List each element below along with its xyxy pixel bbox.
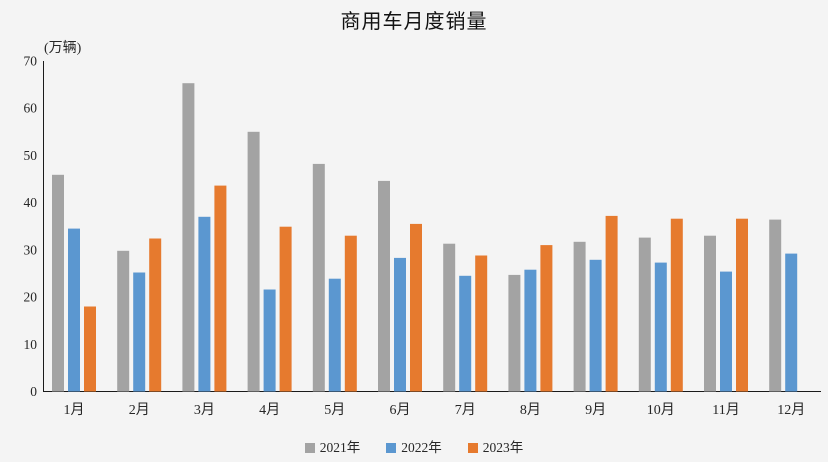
x-axis-tick-label: 4月: [259, 402, 280, 418]
y-axis-tick-label: 30: [24, 242, 38, 257]
bar-2021年-2月: [117, 250, 130, 392]
bar-2021年-11月: [704, 235, 716, 392]
legend-item-2022年: 2022年: [386, 440, 442, 456]
bar-2022年-10月: [654, 262, 667, 392]
bar-2022年-12月: [785, 253, 798, 392]
bar-2021年-10月: [638, 237, 651, 392]
bar-2021年-4月: [247, 131, 260, 392]
y-axis-tick-label: 50: [24, 148, 38, 163]
bar-2022年-5月: [328, 278, 341, 392]
bar-2021年-7月: [443, 243, 456, 392]
x-axis-tick-label: 2月: [129, 402, 150, 418]
y-axis-tick-label: 10: [24, 337, 38, 352]
x-axis-tick-label: 5月: [324, 402, 345, 418]
bar-2022年-6月: [394, 257, 406, 392]
bar-2021年-5月: [312, 163, 325, 392]
bar-2022年-4月: [263, 289, 276, 392]
x-axis-tick-label: 12月: [777, 402, 805, 418]
x-axis-tick-label: 3月: [194, 402, 215, 418]
bar-2022年-11月: [720, 271, 732, 392]
bar-2023年-3月: [214, 185, 227, 392]
x-axis-tick-label: 1月: [64, 402, 85, 418]
bar-2023年-10月: [670, 218, 683, 392]
legend-label: 2022年: [401, 440, 442, 455]
bar-2022年-1月: [68, 228, 80, 392]
legend-swatch-icon: [386, 443, 397, 453]
bar-2023年-9月: [605, 215, 618, 392]
bar-2022年-3月: [198, 216, 211, 392]
bar-2023年-5月: [344, 235, 357, 392]
bar-2022年-9月: [589, 259, 602, 392]
x-axis-tick-label: 10月: [647, 402, 675, 418]
bar-2022年-8月: [524, 269, 537, 392]
legend-item-2021年: 2021年: [304, 440, 361, 456]
bar-2022年-2月: [133, 272, 146, 392]
x-axis-tick-label: 8月: [520, 402, 541, 418]
bar-2021年-8月: [508, 274, 521, 392]
bar-2023年-11月: [736, 218, 748, 392]
bar-2021年-3月: [182, 83, 195, 392]
y-axis-tick-label: 0: [30, 384, 37, 399]
y-axis-tick-label: 70: [24, 54, 38, 69]
bar-2023年-1月: [84, 306, 96, 392]
bar-2023年-6月: [410, 223, 422, 392]
legend-label: 2021年: [319, 440, 361, 455]
bar-2022年-7月: [459, 275, 472, 392]
chart-title: 商用车月度销量: [340, 11, 488, 33]
x-axis-tick-label: 7月: [455, 402, 476, 418]
bar-2021年-9月: [573, 241, 586, 392]
legend-swatch-icon: [304, 443, 315, 453]
x-axis-tick-label: 9月: [585, 402, 606, 418]
bar-2023年-4月: [279, 226, 292, 392]
bar-2023年-2月: [149, 238, 162, 392]
legend-swatch-icon: [467, 443, 478, 453]
bar-2021年-1月: [52, 174, 64, 392]
y-axis-tick-label: 60: [24, 101, 38, 116]
y-axis-unit-label: (万辆): [44, 41, 82, 56]
bar-2021年-12月: [769, 219, 782, 392]
bar-2023年-8月: [540, 245, 553, 392]
legend-item-2023年: 2023年: [467, 440, 524, 456]
y-axis-tick-label: 20: [24, 290, 38, 305]
x-axis-tick-label: 6月: [390, 402, 411, 418]
y-axis-tick-label: 40: [24, 195, 38, 210]
legend: 2021年 2022年 2023年: [0, 440, 828, 456]
bar-2021年-6月: [378, 180, 390, 392]
x-axis-tick-label: 11月: [712, 402, 739, 418]
bar-2023年-7月: [475, 255, 488, 392]
legend-label: 2023年: [482, 440, 524, 455]
